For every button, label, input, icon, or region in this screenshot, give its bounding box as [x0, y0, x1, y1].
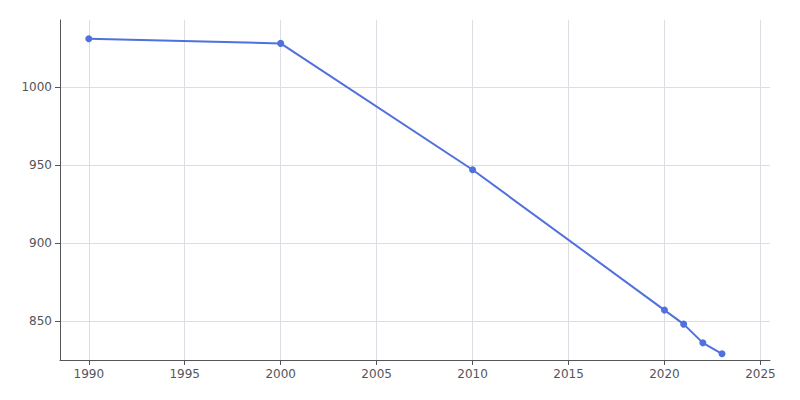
svg-text:2010: 2010: [457, 367, 488, 381]
svg-text:2005: 2005: [361, 367, 392, 381]
svg-text:2025: 2025: [745, 367, 776, 381]
svg-text:2000: 2000: [265, 367, 296, 381]
svg-text:850: 850: [29, 314, 52, 328]
svg-text:900: 900: [29, 236, 52, 250]
svg-text:2015: 2015: [553, 367, 584, 381]
svg-text:1000: 1000: [21, 80, 52, 94]
svg-text:2020: 2020: [649, 367, 680, 381]
svg-text:1995: 1995: [169, 367, 200, 381]
svg-text:950: 950: [29, 158, 52, 172]
svg-text:1990: 1990: [74, 367, 105, 381]
